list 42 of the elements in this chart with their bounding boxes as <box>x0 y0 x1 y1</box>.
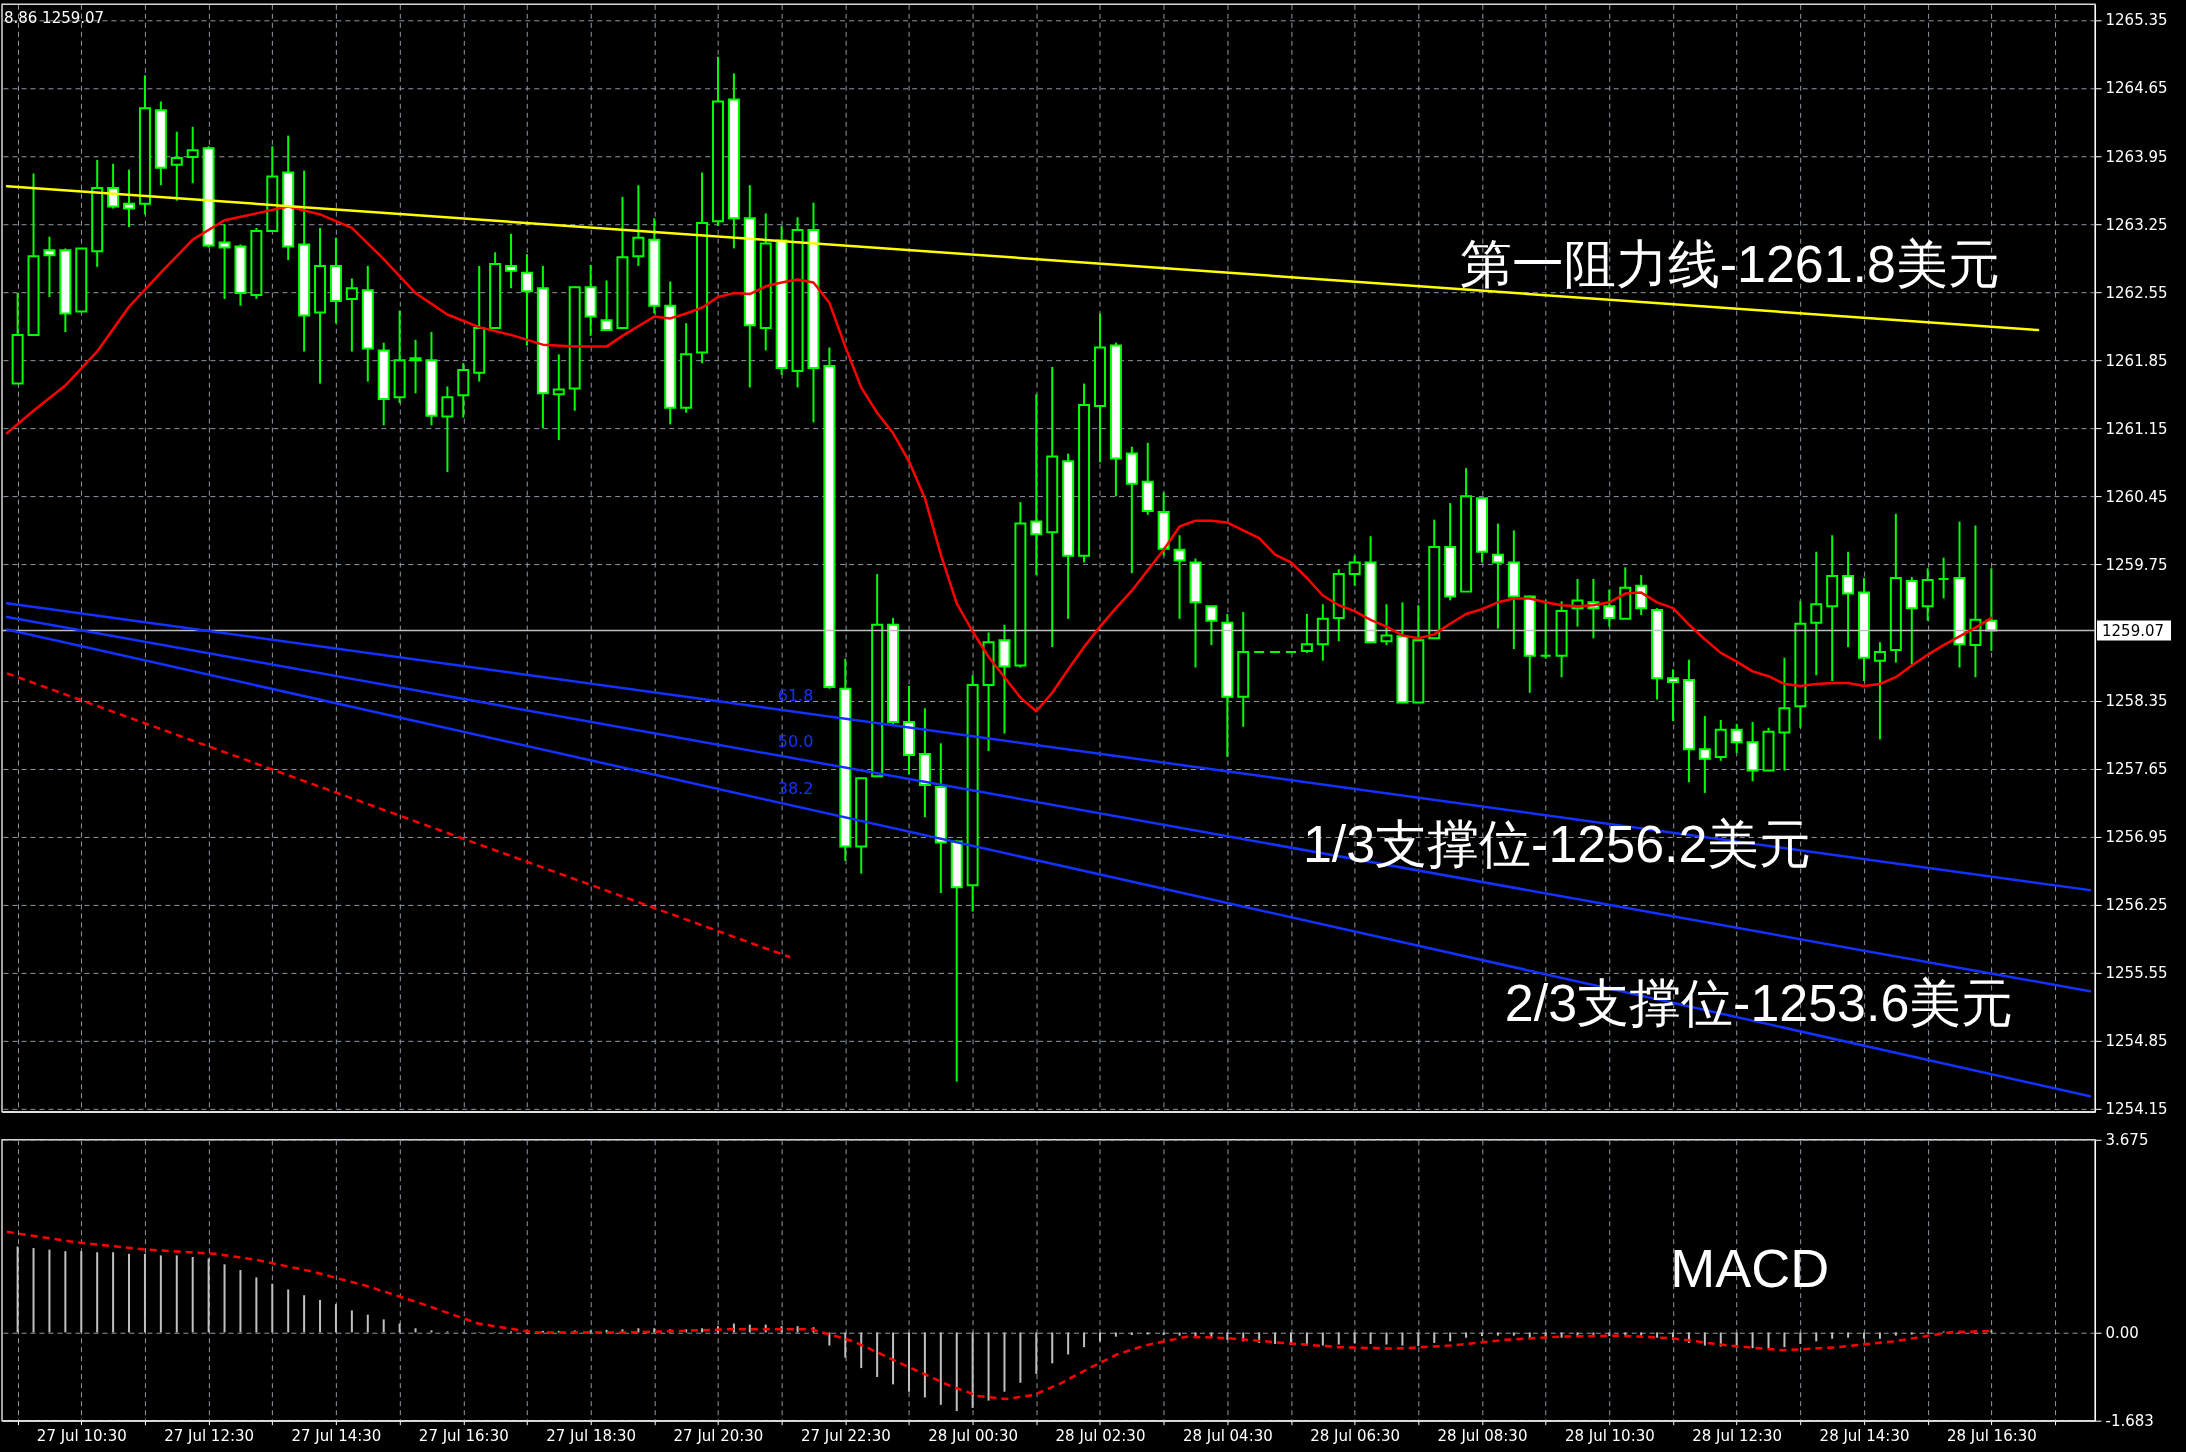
x-tick-label: 28 Jul 16:30 <box>1946 1427 2037 1446</box>
x-tick-label: 27 Jul 20:30 <box>673 1427 764 1446</box>
x-tick-label: 27 Jul 22:30 <box>800 1427 891 1446</box>
x-tick-label: 27 Jul 14:30 <box>291 1427 382 1446</box>
x-tick-label: 28 Jul 08:30 <box>1437 1427 1528 1446</box>
x-tick-label: 27 Jul 12:30 <box>164 1427 255 1446</box>
annotation: 8.86 1259.07 <box>4 9 105 28</box>
y-tick-label: 1256.95 <box>2105 828 2168 847</box>
x-tick-label: 28 Jul 10:30 <box>1564 1427 1655 1446</box>
x-tick-label: 27 Jul 16:30 <box>418 1427 509 1446</box>
x-tick-label: 28 Jul 04:30 <box>1182 1427 1273 1446</box>
y-tick-label: 1264.65 <box>2105 79 2168 98</box>
annotation: 第一阻力线-1261.8美元 <box>1459 235 2000 294</box>
x-tick-label: 28 Jul 06:30 <box>1310 1427 1401 1446</box>
y-tick-label: 1263.95 <box>2105 147 2168 166</box>
y-tick-label: 0.00 <box>2105 1323 2139 1342</box>
y-tick-label: 1263.25 <box>2105 215 2168 234</box>
x-tick-label: 28 Jul 12:30 <box>1692 1427 1783 1446</box>
series-label: 61.8 <box>777 686 814 706</box>
x-tick-label: 28 Jul 14:30 <box>1819 1427 1910 1446</box>
y-tick-label: 1262.55 <box>2105 283 2168 302</box>
y-tick-label: 1259.75 <box>2105 555 2168 574</box>
y-tick-label: 1254.85 <box>2105 1032 2168 1051</box>
x-tick-label: 27 Jul 18:30 <box>546 1427 637 1446</box>
x-tick-label: 28 Jul 02:30 <box>1055 1427 1146 1446</box>
x-tick-label: 28 Jul 00:30 <box>928 1427 1019 1446</box>
y-tick-label: 1261.85 <box>2105 351 2168 370</box>
series-label: 50.0 <box>777 732 814 752</box>
y-tick-label: 1265.35 <box>2105 11 2168 30</box>
x-tick-label: 27 Jul 10:30 <box>36 1427 127 1446</box>
y-tick-label: 1254.15 <box>2105 1100 2168 1119</box>
y-tick-label: -1.683 <box>2105 1412 2154 1431</box>
y-tick-label: 1257.65 <box>2105 760 2168 779</box>
annotation: MACD <box>1670 1237 1830 1298</box>
y-tick-label: 1255.55 <box>2105 964 2168 983</box>
y-tick-label: 1256.25 <box>2105 896 2168 915</box>
y-tick-label: 1258.35 <box>2105 692 2168 711</box>
y-tick-label: 1261.15 <box>2105 419 2168 438</box>
series-label: 38.2 <box>777 779 814 799</box>
y-tick-label: 3.675 <box>2105 1131 2149 1150</box>
ref-line-label: 1259.07 <box>2102 621 2165 640</box>
y-tick-label: 1260.45 <box>2105 487 2168 506</box>
